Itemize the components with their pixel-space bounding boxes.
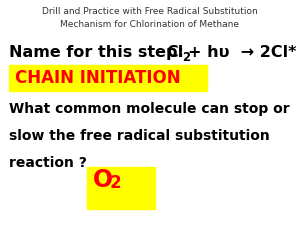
Text: What common molecule can stop or: What common molecule can stop or xyxy=(9,102,290,116)
Text: Name for this step:: Name for this step: xyxy=(9,45,184,60)
Text: O: O xyxy=(93,168,113,192)
Text: Drill and Practice with Free Radical Substitution: Drill and Practice with Free Radical Sub… xyxy=(42,7,258,16)
FancyBboxPatch shape xyxy=(9,65,207,91)
FancyBboxPatch shape xyxy=(87,166,154,209)
Text: Mechanism for Chlorination of Methane: Mechanism for Chlorination of Methane xyxy=(61,20,239,29)
Text: + hυ  → 2Cl*: + hυ → 2Cl* xyxy=(188,45,296,60)
Text: reaction ?: reaction ? xyxy=(9,156,87,170)
Text: CHAIN INITIATION: CHAIN INITIATION xyxy=(15,69,181,87)
Text: slow the free radical substitution: slow the free radical substitution xyxy=(9,129,270,143)
Text: 2: 2 xyxy=(110,174,121,192)
Text: Cl: Cl xyxy=(167,45,184,60)
Text: 2: 2 xyxy=(182,51,190,64)
